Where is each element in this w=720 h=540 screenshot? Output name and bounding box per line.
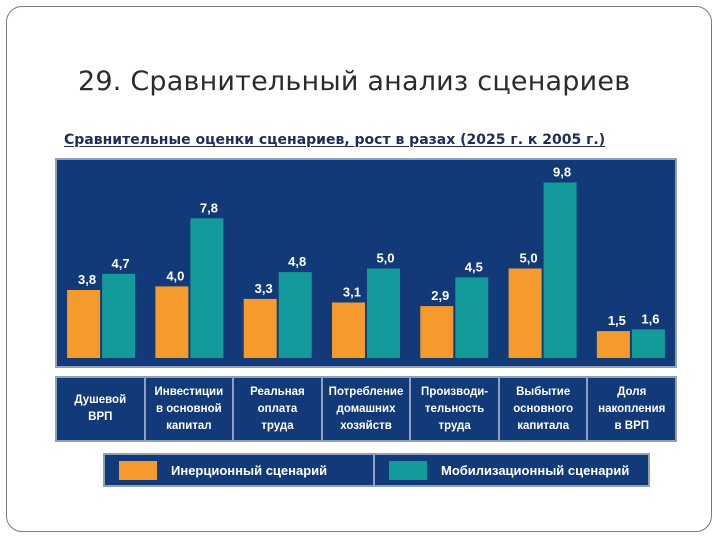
category-label: Душевой ВРП	[57, 378, 146, 440]
value-label-inertial: 1,5	[608, 313, 626, 328]
chart-title: Сравнительные оценки сценариев, рост в р…	[64, 132, 606, 148]
slide-title: 29. Сравнительный анализ сценариев	[78, 66, 631, 97]
bar-chart: 3,8 4,0 3,3 3,1 2,9 5,0 1,5 4,7 7,8 4,8 5,0 4,5 9,8 1…	[67, 165, 665, 358]
bar-inertial	[508, 268, 542, 358]
value-label-mobilization: 1,6	[641, 311, 659, 326]
value-label-mobilization: 7,8	[200, 200, 218, 215]
bar-inertial	[332, 302, 365, 358]
value-label-inertial: 5,0	[520, 251, 538, 266]
bar-mobilization	[278, 272, 312, 358]
legend-label-mobilization: Мобилизационный сценарий	[441, 462, 630, 478]
bar-mobilization	[455, 277, 489, 358]
bar-inertial	[420, 306, 454, 358]
value-label-inertial: 3,8	[78, 272, 96, 287]
value-label-inertial: 4,0	[166, 268, 184, 283]
bar-inertial	[243, 298, 277, 358]
bar-mobilization	[543, 182, 577, 358]
value-label-inertial: 3,3	[255, 281, 273, 296]
legend-swatch-inertial	[119, 460, 157, 480]
legend-label-inertial: Инерционный сценарий	[171, 462, 328, 478]
bar-mobilization	[367, 268, 400, 358]
category-label: Доля накопления в ВРП	[598, 385, 666, 432]
value-label-mobilization: 4,5	[465, 259, 483, 274]
bar-mobilization	[102, 273, 136, 358]
category-label: Реальная оплата труда	[234, 378, 323, 440]
plot-panel: 3,8 4,0 3,3 3,1 2,9 5,0 1,5 4,7 7,8 4,8 5,0 4,5 9,8 1…	[55, 158, 677, 368]
bar-inertial	[155, 286, 189, 358]
value-label-mobilization: 4,7	[112, 256, 130, 271]
legend: Инерционный сценарий Мобилизационный сце…	[103, 453, 650, 487]
bar-inertial	[67, 290, 101, 358]
value-label-mobilization: 4,8	[288, 254, 306, 269]
legend-swatch-mobilization	[389, 460, 427, 480]
value-label-mobilization: 9,8	[553, 165, 571, 180]
category-label: Производи- тельность труда	[411, 378, 500, 440]
category-label: Потребление домашних хозяйств	[323, 378, 412, 440]
legend-item-mobilization: Мобилизационный сценарий	[375, 455, 629, 485]
value-label-mobilization: 5,0	[376, 251, 394, 266]
bar-inertial	[596, 331, 630, 358]
bar-mobilization	[631, 329, 665, 358]
bar-mobilization	[190, 218, 224, 358]
category-label: Инвестиции в основной капитал	[146, 378, 235, 440]
category-label: Выбытие основного капитала	[500, 378, 589, 440]
category-row: Душевой ВРП Инвестиции в основной капита…	[55, 376, 677, 442]
legend-item-inertial: Инерционный сценарий	[105, 455, 375, 485]
value-label-inertial: 2,9	[431, 288, 449, 303]
value-label-inertial: 3,1	[343, 285, 361, 300]
